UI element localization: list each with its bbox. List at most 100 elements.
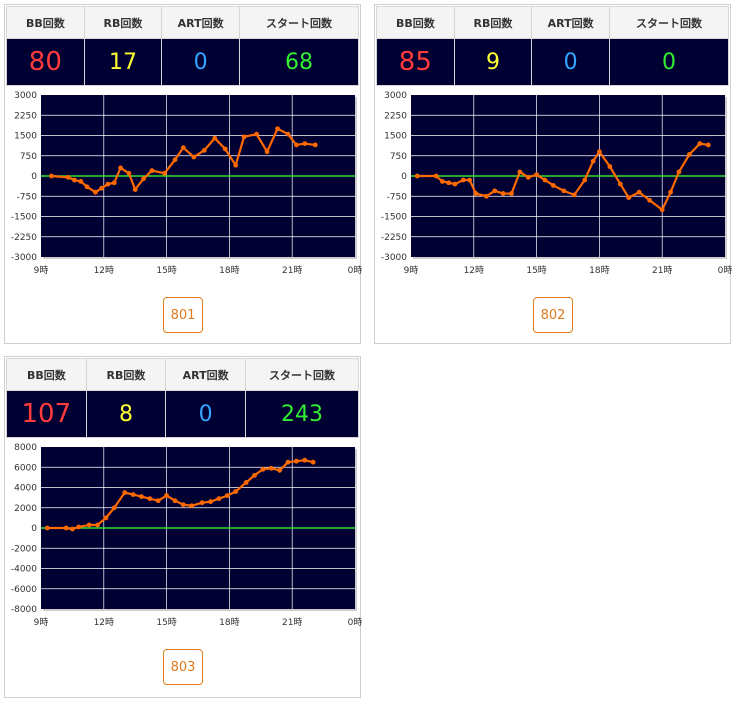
- data-point: [84, 184, 90, 190]
- data-point: [111, 180, 117, 186]
- data-point: [260, 466, 266, 472]
- start-count: 243: [245, 390, 359, 438]
- stats-table: BB回数 RB回数 ART回数 スタート回数 107 8 0 243: [6, 358, 359, 438]
- y-tick-label: -2250: [381, 233, 407, 243]
- data-point: [467, 177, 473, 183]
- data-point: [233, 162, 239, 168]
- y-tick-label: 0: [401, 172, 407, 182]
- start-count: 68: [239, 38, 359, 86]
- data-point: [103, 515, 109, 521]
- art-count: 0: [161, 38, 240, 86]
- y-tick-label: 4000: [14, 484, 37, 494]
- data-point: [44, 525, 50, 531]
- rb-count: 17: [83, 38, 163, 86]
- start-header: スタート回数: [245, 358, 359, 391]
- y-tick-label: 8000: [14, 443, 37, 453]
- data-point: [626, 195, 632, 200]
- data-point: [285, 131, 291, 137]
- y-tick-label: 1500: [384, 132, 407, 142]
- y-tick-label: -1500: [381, 213, 407, 223]
- data-point: [155, 498, 161, 504]
- art-header: ART回数: [531, 6, 610, 39]
- data-point: [590, 158, 596, 164]
- data-point: [500, 191, 506, 196]
- data-point: [222, 146, 228, 152]
- data-point: [517, 169, 523, 175]
- data-point: [70, 526, 75, 532]
- data-point: [95, 522, 100, 528]
- bb-header: BB回数: [6, 6, 85, 39]
- data-point: [72, 177, 77, 183]
- y-tick-label: 3000: [384, 91, 407, 101]
- data-point: [542, 177, 548, 183]
- data-point: [162, 170, 167, 176]
- data-point: [212, 135, 218, 141]
- rb-count: 8: [85, 390, 167, 438]
- x-tick-label: 18時: [219, 265, 239, 276]
- slump-chart: 3000 2250 1500 750 0 -750 -1500 -2250 -3000 9時 12時…: [11, 91, 362, 276]
- data-point: [268, 465, 274, 471]
- y-tick-label: -3000: [381, 253, 407, 263]
- art-count: 0: [531, 38, 610, 86]
- y-tick-label: -750: [17, 192, 38, 202]
- data-point: [76, 524, 82, 530]
- y-tick-label: 0: [31, 172, 37, 182]
- x-tick-label: 0時: [348, 265, 362, 276]
- data-point: [63, 525, 69, 531]
- data-point: [233, 489, 239, 494]
- y-tick-label: 0: [31, 524, 37, 534]
- rb-header: RB回数: [83, 6, 163, 39]
- data-point: [224, 493, 230, 498]
- data-point: [310, 459, 316, 465]
- y-tick-label: -8000: [11, 605, 37, 615]
- data-point: [534, 172, 539, 178]
- data-point: [647, 197, 653, 203]
- y-tick-label: -4000: [11, 565, 37, 575]
- data-point: [65, 174, 71, 180]
- machine-803-button[interactable]: 803: [163, 649, 203, 685]
- machine-card-801: BB回数 RB回数 ART回数 スタート回数 80 17 0 68 3000 22…: [4, 4, 362, 344]
- machine-802-button[interactable]: 802: [533, 297, 573, 333]
- art-header: ART回数: [161, 6, 240, 39]
- y-tick-label: 2000: [14, 504, 37, 514]
- data-point: [597, 149, 602, 155]
- y-tick-label: 750: [390, 152, 407, 162]
- data-point: [130, 492, 136, 497]
- machine-801-button[interactable]: 801: [163, 297, 203, 333]
- data-point: [285, 459, 291, 465]
- x-tick-label: 0時: [348, 617, 362, 628]
- data-point: [111, 505, 117, 511]
- data-point: [275, 126, 280, 132]
- data-point: [180, 145, 186, 151]
- data-point: [208, 499, 213, 505]
- data-point: [191, 154, 197, 160]
- art-count: 0: [165, 390, 246, 438]
- y-tick-label: 2250: [384, 111, 407, 121]
- data-point: [172, 498, 178, 504]
- data-point: [147, 496, 153, 502]
- x-tick-label: 21時: [282, 617, 302, 628]
- data-point: [659, 207, 665, 213]
- data-point: [571, 192, 577, 198]
- start-count: 0: [609, 38, 729, 86]
- data-point: [201, 147, 207, 153]
- data-point: [687, 152, 692, 157]
- data-point: [483, 193, 489, 199]
- slump-chart: 8000 6000 4000 2000 0 -2000 -4000 -6000 -8000 9時 1…: [11, 443, 362, 628]
- data-point: [126, 170, 132, 176]
- x-tick-label: 9時: [34, 617, 49, 628]
- data-point: [189, 503, 195, 509]
- y-tick-label: -6000: [11, 585, 37, 595]
- data-point: [241, 134, 247, 140]
- stats-table: BB回数 RB回数 ART回数 スタート回数 85 9 0 0: [376, 6, 729, 86]
- x-tick-label: 12時: [94, 617, 114, 628]
- machine-card-803: BB回数 RB回数 ART回数 スタート回数 107 8 0 243 8000 6…: [4, 356, 362, 698]
- y-tick-label: -2000: [11, 544, 37, 554]
- data-point: [473, 191, 479, 196]
- y-tick-label: 6000: [14, 463, 37, 473]
- data-point: [199, 500, 205, 506]
- data-point: [607, 164, 613, 169]
- rb-header: RB回数: [85, 358, 167, 391]
- rb-count: 9: [453, 38, 533, 86]
- data-point: [149, 168, 155, 173]
